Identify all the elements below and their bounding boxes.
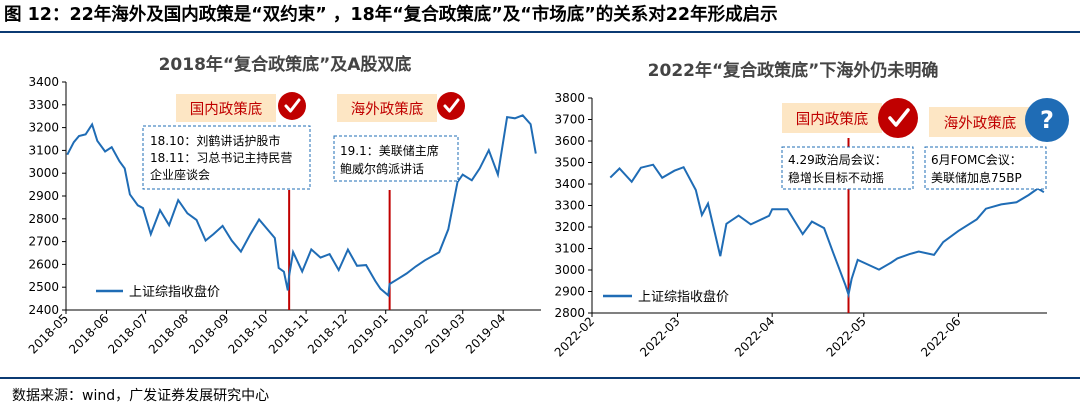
- annotation-line: 19.1：美联储主席: [340, 143, 439, 158]
- annotation-box-2022-domestic: 4.29政治局会议： 稳增长目标不动摇: [781, 146, 914, 190]
- title-rule: [0, 31, 1080, 33]
- chart-title: 2018年“复合政策底”及A股双底: [159, 54, 412, 75]
- x-tick-label: 2018-11: [266, 311, 311, 356]
- y-tick-label: 2800: [554, 306, 585, 320]
- source-note: 数据来源：wind，广发证券发展研究中心: [12, 388, 270, 404]
- annotation-line: 4.29政治局会议：: [788, 153, 887, 167]
- question-icon: ?: [1025, 98, 1069, 142]
- x-tick-label: 2022-03: [637, 314, 682, 359]
- legend-label: 上证综指收盘价: [638, 289, 729, 305]
- x-tick-label: 2019-03: [422, 311, 467, 356]
- svg-text:?: ?: [1040, 106, 1054, 134]
- x-tick-label: 2022-02: [552, 314, 597, 359]
- legend: 上证综指收盘价: [603, 289, 729, 305]
- annotation-line: 企业座谈会: [150, 167, 210, 182]
- chart-title: 2022年“复合政策底”下海外仍未明确: [648, 60, 939, 81]
- source-rule: [0, 377, 1080, 379]
- figure-title: 图 12：22年海外及国内政策是“双约束” ，18年“复合政策底”及“市场底”的…: [4, 5, 778, 25]
- y-tick-label: 3800: [554, 91, 585, 105]
- annotation-box-2018-overseas: 19.1：美联储主席 鲍威尔鸽派讲话: [333, 135, 459, 182]
- series-line-shanghai-composite: [66, 114, 537, 298]
- y-tick-label: 3100: [554, 242, 585, 256]
- y-tick-label: 3200: [28, 121, 59, 135]
- x-tick-label: 2018-10: [225, 311, 270, 356]
- annotation-line: 18.11：习总书记主持民营: [150, 150, 292, 165]
- callout-label: 国内政策底: [190, 101, 263, 118]
- y-tick-label: 3300: [554, 199, 585, 213]
- callout-label: 海外政策底: [944, 115, 1017, 132]
- check-icon: [278, 92, 306, 120]
- x-tick-label: 2018-09: [186, 311, 231, 356]
- y-tick-label: 3700: [554, 113, 585, 127]
- annotation-line: 稳增长目标不动摇: [788, 170, 884, 185]
- y-tick-label: 3600: [554, 134, 585, 148]
- x-tick-label: 2018-07: [105, 311, 150, 356]
- check-icon: [878, 98, 918, 138]
- chart-2022: 2022年“复合政策底”下海外仍未明确 2800 2900 3000 3100 3200…: [552, 60, 1069, 360]
- callout-overseas-policy-bottom-2018: 海外政策底: [337, 92, 465, 122]
- annotation-box-2022-overseas: 6月FOMC会议： 美联储加息75BP: [924, 146, 1047, 190]
- x-tick-label: 2019-04: [463, 311, 508, 356]
- y-tick-label: 3400: [28, 75, 59, 89]
- callout-overseas-policy-bottom-2022: 海外政策底 ?: [929, 98, 1069, 142]
- y-axis-ticks: 2400 2500 2600 2700 2800 2900 3000 3100 3200 3300…: [28, 75, 66, 317]
- y-tick-label: 2800: [28, 212, 59, 226]
- y-tick-label: 3000: [554, 263, 585, 277]
- x-tick-label: 2018-12: [305, 311, 350, 356]
- x-axis-ticks: 2022-02 2022-03 2022-04 2022-05 2022-06: [552, 313, 964, 360]
- y-tick-label: 3100: [28, 143, 59, 157]
- x-tick-label: 2018-06: [66, 311, 111, 356]
- y-axis-ticks: 2800 2900 3000 3100 3200 3300 3400 3500 3600 3700…: [554, 91, 592, 320]
- annotation-line: 6月FOMC会议：: [931, 153, 1022, 167]
- callout-domestic-policy-bottom-2018: 国内政策底: [176, 92, 306, 122]
- annotation-line: 美联储加息75BP: [931, 170, 1022, 185]
- annotation-box-2018-domestic: 18.10：刘鹤讲话护股市 18.11：习总书记主持民营 企业座谈会: [142, 125, 311, 190]
- x-tick-label: 2019-01: [345, 311, 390, 356]
- x-tick-label: 2022-04: [732, 314, 777, 359]
- x-tick-label: 2022-05: [824, 314, 869, 359]
- legend: 上证综指收盘价: [96, 284, 220, 300]
- check-icon: [437, 92, 465, 120]
- callout-label-bg: [337, 94, 437, 122]
- chart-2018: 2018年“复合政策底”及A股双底 2400 2500 2600 2700 2800 29…: [26, 54, 541, 357]
- y-tick-label: 3300: [28, 98, 59, 112]
- callout-label: 海外政策底: [351, 101, 424, 118]
- annotation-line: 18.10：刘鹤讲话护股市: [150, 133, 280, 148]
- y-tick-label: 2900: [28, 189, 59, 203]
- callout-label: 国内政策底: [796, 111, 869, 128]
- y-tick-label: 2600: [28, 257, 59, 271]
- x-tick-label: 2022-06: [918, 314, 963, 359]
- y-tick-label: 2400: [28, 303, 59, 317]
- y-tick-label: 2900: [554, 285, 585, 299]
- x-tick-label: 2018-05: [26, 311, 71, 356]
- y-tick-label: 3500: [554, 156, 585, 170]
- y-tick-label: 2500: [28, 280, 59, 294]
- callout-label-bg: [782, 103, 882, 133]
- callout-label-bg: [176, 94, 276, 122]
- x-tick-label: 2018-08: [146, 311, 191, 356]
- y-tick-label: 3400: [554, 177, 585, 191]
- legend-label: 上证综指收盘价: [129, 284, 220, 300]
- series-line-shanghai-composite: [609, 163, 1045, 299]
- y-tick-label: 3200: [554, 220, 585, 234]
- callout-domestic-policy-bottom-2022: 国内政策底: [782, 98, 918, 138]
- annotation-line: 鲍威尔鸽派讲话: [340, 161, 424, 176]
- x-axis-ticks: 2018-052018-062018-072018-082018-092018-…: [26, 310, 508, 357]
- policy-lines: [288, 190, 391, 310]
- y-tick-label: 2700: [28, 235, 59, 249]
- y-tick-label: 3000: [28, 166, 59, 180]
- callout-label-bg: [929, 107, 1031, 137]
